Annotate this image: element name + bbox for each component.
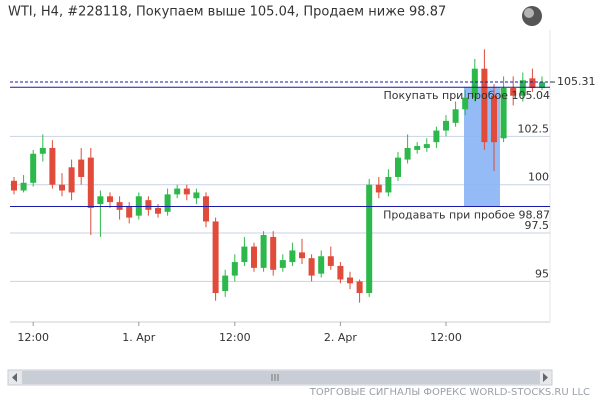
candle-body xyxy=(375,184,382,193)
candle-body xyxy=(145,200,152,210)
scrollbar[interactable] xyxy=(7,369,553,386)
candle-body xyxy=(20,182,27,191)
candle-body xyxy=(366,184,373,293)
candle-body xyxy=(164,194,171,212)
y-tick-label: 95 xyxy=(535,267,549,280)
candle-body xyxy=(299,252,305,259)
candle-body xyxy=(107,196,113,203)
x-tick-label: 2. Apr xyxy=(324,331,357,344)
candle-body xyxy=(97,196,104,205)
candle-body xyxy=(222,275,229,292)
candle-body xyxy=(423,144,430,148)
candle-body xyxy=(183,188,190,195)
globe-shine xyxy=(524,8,534,18)
scroll-left[interactable] xyxy=(12,373,17,382)
candle-body xyxy=(30,153,37,183)
candle-body xyxy=(452,109,459,123)
y-tick-label: 97.5 xyxy=(525,219,550,232)
y-tick-label: 102.5 xyxy=(518,122,550,135)
candle-body xyxy=(414,146,421,150)
candle-body xyxy=(395,157,401,177)
candle-body xyxy=(193,192,200,199)
candle-body xyxy=(241,246,248,263)
candle-body xyxy=(279,260,286,268)
candle-body xyxy=(529,78,536,89)
candle-body xyxy=(59,184,65,191)
candle-body xyxy=(11,180,17,191)
candle-body xyxy=(500,88,507,139)
scroll-thumb[interactable] xyxy=(22,371,540,384)
candle-body xyxy=(318,256,325,274)
x-tick-label: 1. Apr xyxy=(122,331,155,344)
candle-body xyxy=(251,246,257,268)
candle-body xyxy=(491,95,497,143)
candle-body xyxy=(289,250,296,263)
candle-body xyxy=(385,176,392,193)
x-tick-label: 12:00 xyxy=(430,331,462,344)
level-label: Продавать при пробое 98.87 xyxy=(383,209,550,222)
globe-icon[interactable] xyxy=(522,6,542,26)
candle-body xyxy=(135,196,142,216)
candle-body xyxy=(87,157,94,208)
candle-body xyxy=(49,147,56,185)
candle-body xyxy=(68,167,75,193)
footer: ТОРГОВЫЕ СИГНАЛЫ ФОРЕКС WORLD-STOCKS.RU … xyxy=(309,387,590,398)
x-tick-label: 12:00 xyxy=(17,331,49,344)
candle-body xyxy=(539,82,545,89)
candle-body xyxy=(308,258,315,276)
candle-body xyxy=(212,221,219,293)
candle-body xyxy=(155,207,161,214)
candle-body xyxy=(39,147,46,154)
candle-body xyxy=(443,120,449,131)
candle-body xyxy=(404,147,411,160)
scroll-right[interactable] xyxy=(543,373,548,382)
candle-body xyxy=(433,130,440,143)
scroll-grip xyxy=(271,374,279,381)
candle-body xyxy=(260,234,267,268)
candle-body xyxy=(203,196,209,222)
candle-body xyxy=(78,159,85,177)
candle-body xyxy=(471,68,478,98)
candle-body xyxy=(519,80,526,96)
candle-body xyxy=(270,236,277,270)
plot: 95 97.5 100 102.5 12:00 1. Apr 12:00 2. Apr 12:0… xyxy=(10,30,596,344)
candle-body xyxy=(481,68,488,143)
candle-body xyxy=(356,281,363,293)
y-tick-label: 100 xyxy=(528,171,549,184)
candle-body xyxy=(231,262,238,276)
candle-body xyxy=(347,277,353,284)
candle-body xyxy=(116,202,123,210)
chart-title: WTI, H4, #228118, Покупаем выше 105.04, … xyxy=(8,5,446,20)
candle-body xyxy=(510,88,517,96)
candle-body xyxy=(327,256,334,266)
x-tick-label: 12:00 xyxy=(219,331,251,344)
last-price-label: 105.31 xyxy=(557,75,596,88)
level-label: Покупать при пробое 105.04 xyxy=(384,89,550,102)
candle-body xyxy=(174,188,181,195)
candle-body xyxy=(462,97,469,110)
candle-body xyxy=(126,205,133,218)
candle-body xyxy=(337,265,344,280)
